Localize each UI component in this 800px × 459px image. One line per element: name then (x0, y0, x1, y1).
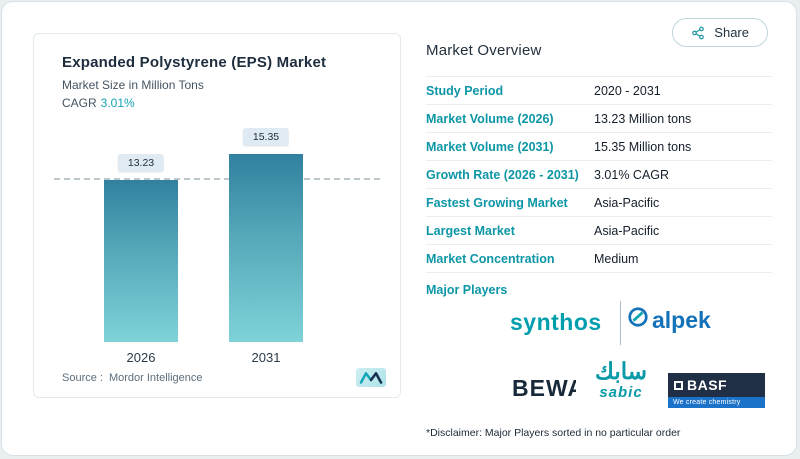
market-overview-panel: Market Overview Study Period 2020 - 2031… (426, 42, 772, 441)
cagr-label: CAGR (62, 96, 97, 110)
bar-value-label-2031: 15.35 (242, 127, 290, 146)
row-value: Asia-Pacific (594, 195, 660, 210)
overview-title: Market Overview (426, 42, 542, 59)
sabic-latin-text: sabic (599, 384, 643, 401)
row-label: Largest Market (426, 223, 515, 238)
mordor-intelligence-logo (356, 368, 386, 387)
alpek-logo: alpek (627, 306, 711, 334)
chart-title: Expanded Polystyrene (EPS) Market (62, 54, 327, 71)
bar-chart: 13.23 15.35 2026 2031 (54, 127, 380, 365)
bar-group-2026: 13.23 (104, 146, 178, 342)
basf-tagline: We create chemistry (668, 397, 765, 408)
row-value: Asia-Pacific (594, 223, 660, 238)
reference-dashed-line (54, 177, 380, 180)
share-icon (691, 26, 705, 40)
major-players-logos: synthos alpek BEWA سابك sabic BA (426, 299, 772, 419)
row-value: 3.01% CAGR (594, 167, 670, 182)
disclaimer-text: *Disclaimer: Major Players sorted in no … (426, 427, 681, 439)
row-label: Growth Rate (2026 - 2031) (426, 167, 579, 182)
table-row: Study Period 2020 - 2031 (426, 76, 772, 105)
bar-value-label-2026: 13.23 (117, 153, 165, 172)
basf-wordmark: BASF (668, 373, 765, 397)
row-label: Market Volume (2026) (426, 111, 554, 126)
basf-squares-icon (674, 380, 683, 390)
row-label: Study Period (426, 83, 504, 98)
share-button[interactable]: Share (672, 18, 768, 47)
row-value: Medium (594, 251, 639, 266)
share-button-label: Share (714, 25, 749, 40)
table-row: Market Concentration Medium (426, 245, 772, 273)
source-label: Source : (62, 371, 103, 384)
row-value: 15.35 Million tons (594, 139, 692, 154)
major-players-label: Major Players (426, 283, 508, 297)
table-row: Fastest Growing Market Asia-Pacific (426, 189, 772, 217)
row-value: 2020 - 2031 (594, 83, 661, 98)
cagr-value: 3.01% (100, 96, 135, 110)
synthos-logo: synthos (510, 309, 602, 335)
row-label: Market Concentration (426, 251, 555, 266)
chart-card: Expanded Polystyrene (EPS) Market Market… (33, 33, 401, 398)
row-label: Fastest Growing Market (426, 195, 568, 210)
logo-divider (620, 301, 621, 347)
bar-2031 (229, 153, 303, 342)
sabic-logo: سابك sabic (576, 345, 666, 415)
alpek-icon (627, 306, 649, 334)
source-line: Source : Mordor Intelligence (62, 368, 386, 387)
bewi-logo: BEWA (512, 375, 585, 401)
table-row: Growth Rate (2026 - 2031) 3.01% CAGR (426, 161, 772, 189)
cagr-line: CAGR 3.01% (62, 96, 376, 110)
bar-group-2031: 15.35 (229, 127, 303, 342)
overview-table: Study Period 2020 - 2031 Market Volume (… (426, 76, 772, 273)
bar-2026 (104, 179, 178, 342)
x-axis-label-2026: 2026 (126, 350, 156, 365)
table-row: Market Volume (2031) 15.35 Million tons (426, 133, 772, 161)
table-row: Largest Market Asia-Pacific (426, 217, 772, 245)
basf-logo: BASF We create chemistry (668, 373, 765, 408)
row-value: 13.23 Million tons (594, 111, 692, 126)
source-value: Mordor Intelligence (108, 371, 203, 384)
sabic-arabic-text: سابك (594, 358, 648, 384)
chart-subtitle: Market Size in Million Tons (62, 78, 204, 92)
table-row: Market Volume (2026) 13.23 Million tons (426, 105, 772, 133)
x-axis-label-2031: 2031 (251, 350, 281, 365)
alpek-logo-text: alpek (652, 306, 711, 333)
basf-logo-text: BASF (687, 377, 728, 393)
row-label: Market Volume (2031) (426, 139, 554, 154)
